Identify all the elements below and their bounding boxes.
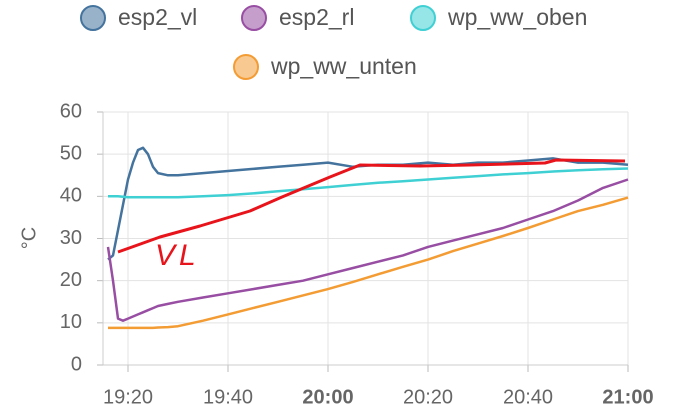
series-line <box>108 196 629 330</box>
x-tick-label: 19:20 <box>103 386 153 404</box>
annotation-scribble <box>117 158 626 254</box>
y-tick-label: 20 <box>60 269 82 291</box>
legend-marker <box>241 5 267 31</box>
series-line <box>108 167 629 199</box>
x-tick-label: 20:40 <box>503 386 553 404</box>
y-tick-label: 30 <box>60 227 82 249</box>
x-tick-label: 20:20 <box>403 386 453 404</box>
x-tick-label: 19:40 <box>203 386 253 404</box>
legend-label: esp2_vl <box>118 4 197 30</box>
y-tick-label: 10 <box>60 311 82 333</box>
legend-marker <box>80 5 106 31</box>
legend-label: wp_ww_unten <box>270 53 417 79</box>
legend-marker <box>410 5 436 31</box>
series-line <box>106 178 629 322</box>
y-tick-label: 40 <box>60 185 82 207</box>
y-tick-label: 0 <box>71 353 82 375</box>
annotation-text: VL <box>155 239 200 272</box>
x-tick-label: 20:00 <box>302 386 353 404</box>
y-tick-label: 50 <box>60 142 82 164</box>
legend-marker <box>233 54 259 80</box>
y-tick-label: 60 <box>60 100 82 122</box>
x-tick-label: 21:00 <box>602 386 653 404</box>
legend-label: esp2_rl <box>279 4 354 30</box>
series-line <box>107 146 629 261</box>
legend-label: wp_ww_oben <box>447 4 587 30</box>
y-axis-label: °C <box>18 227 40 249</box>
